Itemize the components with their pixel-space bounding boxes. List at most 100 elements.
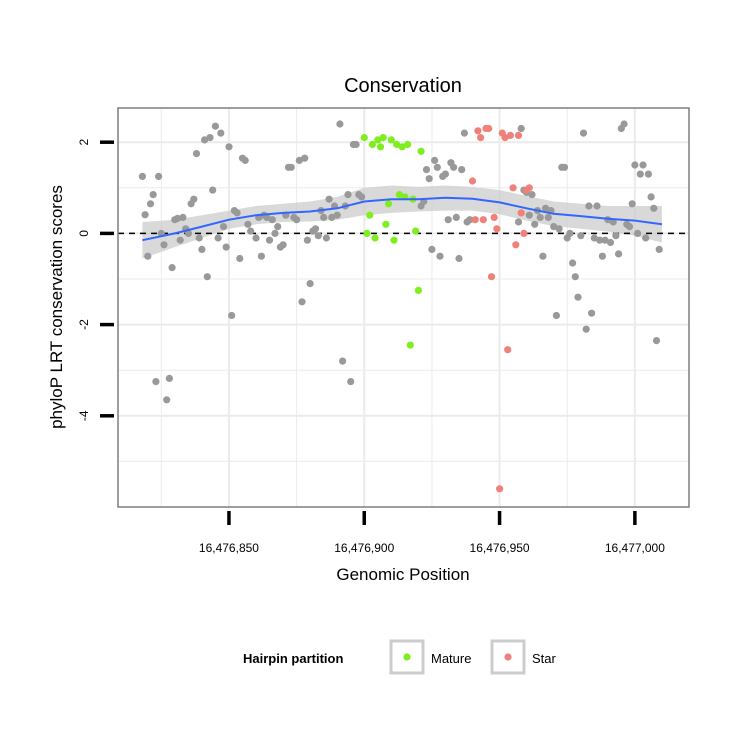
legend-title: Hairpin partition — [243, 651, 343, 666]
grid-lines — [118, 108, 689, 507]
point-other — [219, 223, 228, 231]
point-other — [271, 229, 279, 237]
point-other — [422, 166, 431, 174]
point-other — [274, 223, 282, 231]
point-mature — [393, 140, 401, 149]
point-other — [428, 245, 436, 253]
x-tick-label: 16,476,900 — [334, 541, 394, 555]
point-mature — [360, 134, 368, 142]
smooth-trend-line — [142, 196, 663, 242]
point-other — [163, 396, 171, 404]
point-other — [138, 172, 146, 180]
point-other — [436, 252, 444, 260]
point-other — [222, 243, 230, 251]
point-other — [198, 245, 206, 253]
point-other — [552, 311, 561, 320]
data-points — [138, 120, 663, 493]
point-other — [444, 216, 452, 224]
point-other — [460, 129, 468, 137]
point-star — [493, 225, 501, 233]
point-other — [328, 213, 336, 221]
point-other — [441, 170, 449, 178]
point-other — [585, 202, 593, 210]
point-other — [574, 293, 582, 301]
point-other — [160, 241, 168, 249]
point-other — [320, 213, 328, 221]
x-axis-title: Genomic Position — [336, 565, 469, 584]
point-mature — [390, 236, 398, 244]
point-other — [209, 186, 217, 194]
point-other — [195, 234, 203, 242]
point-other — [588, 309, 596, 317]
point-other — [192, 150, 201, 158]
point-other — [149, 191, 157, 199]
point-other — [625, 223, 634, 231]
point-other — [244, 220, 252, 228]
point-other — [165, 374, 173, 382]
point-other — [179, 213, 187, 221]
point-other — [555, 225, 563, 233]
point-star — [477, 134, 485, 142]
point-other — [293, 216, 301, 224]
point-other — [642, 234, 650, 242]
point-mature — [414, 286, 422, 294]
point-star — [509, 184, 517, 192]
point-other — [314, 232, 322, 240]
point-other — [201, 136, 209, 144]
point-other — [268, 216, 276, 224]
point-other — [596, 236, 604, 244]
point-star — [479, 216, 487, 224]
point-other — [336, 120, 344, 128]
point-other — [598, 252, 607, 260]
point-mature — [406, 341, 414, 349]
point-other — [146, 200, 155, 208]
point-other — [514, 218, 523, 226]
point-other — [466, 216, 474, 224]
point-mature — [368, 140, 376, 149]
y-tick-label: 0 — [77, 230, 91, 237]
point-other — [311, 225, 320, 233]
point-other — [593, 202, 601, 210]
plot-panel — [117, 107, 690, 508]
point-other — [425, 175, 433, 183]
point-other — [517, 124, 525, 133]
point-other — [650, 204, 658, 212]
point-other — [577, 232, 585, 240]
point-other — [141, 211, 149, 219]
point-other — [582, 325, 590, 333]
point-mature — [376, 143, 385, 151]
point-mature — [412, 227, 420, 235]
point-other — [631, 161, 639, 169]
point-mature — [385, 200, 393, 208]
y-axis-title: phyloP LRT conservation scores — [47, 185, 66, 429]
point-other — [528, 191, 536, 199]
point-other — [606, 238, 615, 247]
point-other — [634, 229, 642, 237]
point-other — [236, 254, 244, 263]
point-star — [496, 485, 504, 493]
point-other — [644, 170, 653, 178]
point-other — [539, 252, 547, 260]
point-other — [566, 229, 574, 237]
point-mature — [417, 147, 425, 155]
point-other — [252, 234, 260, 242]
point-other — [333, 211, 341, 219]
point-star — [504, 346, 512, 354]
point-other — [433, 163, 441, 171]
point-other — [233, 209, 241, 217]
point-other — [655, 245, 663, 253]
legend-swatch-mature — [403, 653, 411, 661]
point-star — [517, 209, 525, 217]
point-other — [225, 143, 233, 151]
point-other — [173, 214, 182, 222]
x-tick-label: 16,476,850 — [199, 541, 259, 555]
point-other — [301, 154, 309, 162]
point-other — [544, 213, 552, 221]
point-star — [490, 213, 498, 221]
point-star — [501, 134, 509, 142]
point-other — [455, 254, 463, 263]
point-other — [247, 227, 255, 235]
point-other — [358, 193, 366, 201]
point-other — [636, 170, 644, 178]
